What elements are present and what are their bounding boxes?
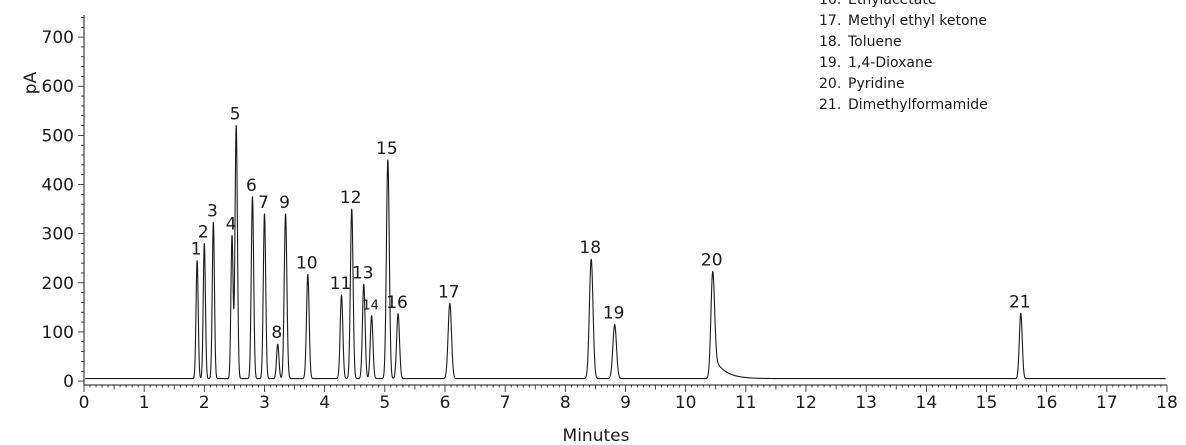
peak-label: 18 — [579, 238, 601, 258]
y-tick-label: 300 — [42, 225, 74, 245]
peak-label: 19 — [603, 304, 625, 324]
legend-number: 16. — [819, 0, 841, 8]
x-tick-label: 7 — [500, 393, 511, 413]
y-tick-label: 700 — [42, 28, 74, 48]
legend-number: 19. — [819, 55, 841, 71]
y-axis-label: pA — [21, 71, 41, 94]
legend-number: 17. — [819, 13, 841, 29]
x-tick-label: 4 — [319, 393, 330, 413]
y-tick-label: 500 — [42, 126, 74, 146]
peak-label: 13 — [352, 263, 374, 283]
x-tick-label: 1 — [139, 393, 150, 413]
peak-label: 12 — [340, 188, 362, 208]
peak-label: 2 — [198, 222, 209, 242]
y-tick-label: 0 — [63, 372, 74, 392]
x-tick-label: 5 — [379, 393, 390, 413]
y-tick-label: 600 — [42, 77, 74, 97]
chromatogram-trace — [84, 124, 1167, 380]
x-tick-label: 9 — [620, 393, 631, 413]
legend-compound-name: Toluene — [847, 34, 902, 50]
peak-label: 5 — [230, 104, 241, 124]
x-tick-label: 18 — [1156, 393, 1178, 413]
x-tick-label: 15 — [976, 393, 998, 413]
x-axis-label: Minutes — [563, 426, 630, 445]
peak-label: 6 — [246, 176, 257, 196]
x-axis-ticks: 0 1 2 3 4 5 6 7 8 9 10 11 12 13 14 15 16 17 18 — [79, 385, 1178, 413]
peak-label: 9 — [279, 193, 290, 213]
legend-compound-name: 1,4-Dioxane — [848, 55, 932, 71]
x-tick-label: 14 — [916, 393, 938, 413]
x-tick-label: 11 — [735, 393, 757, 413]
peak-label: 14 — [362, 299, 379, 314]
peak-label: 17 — [438, 282, 460, 302]
peak-label: 20 — [701, 250, 723, 270]
legend-compound-name: Ethylacetate — [848, 0, 936, 8]
peak-label: 15 — [376, 139, 398, 159]
peak-label: 4 — [226, 215, 237, 235]
x-tick-label: 3 — [259, 393, 270, 413]
peak-label: 16 — [386, 293, 408, 313]
peak-label: 21 — [1009, 292, 1031, 312]
compound-legend: 16. Ethylacetate 17. Methyl ethyl ketone 18.… — [819, 0, 988, 113]
x-tick-label: 12 — [795, 393, 817, 413]
legend-compound-name: Pyridine — [848, 76, 905, 92]
x-tick-label: 17 — [1096, 393, 1118, 413]
x-tick-label: 6 — [440, 393, 451, 413]
x-tick-label: 10 — [675, 393, 697, 413]
peak-label: 8 — [271, 323, 282, 343]
axes — [83, 15, 1167, 386]
legend-number: 20. — [819, 76, 841, 92]
x-tick-label: 13 — [855, 393, 877, 413]
legend-compound-name: Methyl ethyl ketone — [848, 13, 987, 29]
legend-compound-name: Dimethylformamide — [848, 97, 988, 113]
peak-label: 3 — [207, 201, 218, 221]
x-tick-label: 2 — [199, 393, 210, 413]
x-tick-label: 0 — [79, 393, 90, 413]
y-tick-label: 400 — [42, 176, 74, 196]
x-tick-label: 16 — [1036, 393, 1058, 413]
legend-number: 18. — [819, 34, 841, 50]
legend-number: 21. — [819, 97, 841, 113]
y-tick-label: 200 — [42, 274, 74, 294]
peak-label: 11 — [330, 274, 352, 294]
y-axis-ticks: 0 100 200 300 400 500 600 700 — [42, 17, 84, 392]
y-tick-label: 100 — [42, 323, 74, 343]
x-tick-label: 8 — [560, 393, 571, 413]
peak-label: 7 — [258, 193, 269, 213]
peak-label: 1 — [191, 240, 202, 260]
peak-label: 10 — [296, 253, 318, 273]
